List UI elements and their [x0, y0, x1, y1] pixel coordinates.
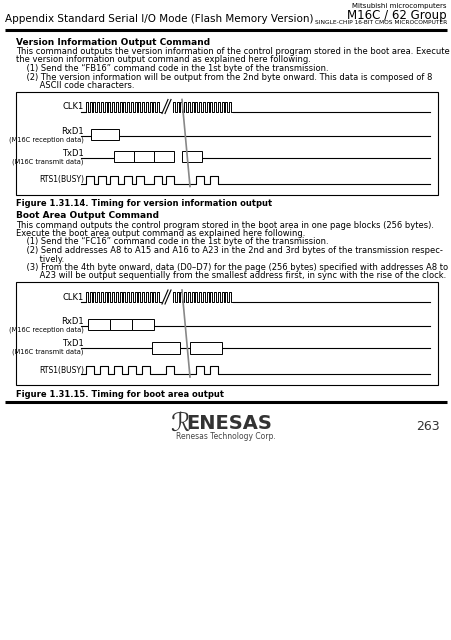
Text: CLK1: CLK1 [63, 102, 84, 111]
Text: data0: data0 [156, 345, 176, 351]
Text: data255: data255 [191, 345, 220, 351]
Text: 'R': 'R' [159, 153, 168, 162]
Text: (M16C transmit data): (M16C transmit data) [13, 158, 84, 164]
Text: TxD1: TxD1 [62, 339, 84, 349]
Bar [91, 129, 119, 140]
Text: TxD1: TxD1 [62, 149, 84, 158]
Bar [16, 282, 437, 385]
Text: Figure 1.31.14. Timing for version information output: Figure 1.31.14. Timing for version infor… [16, 200, 272, 209]
Text: 'X': 'X' [187, 153, 196, 162]
Text: Boot Area Output Command: Boot Area Output Command [16, 211, 159, 221]
Text: Mitsubishi microcomputers: Mitsubishi microcomputers [352, 3, 446, 9]
Text: This command outputs the control program stored in the boot area in one page blo: This command outputs the control program… [16, 221, 433, 230]
Bar [132, 319, 154, 330]
Bar [114, 150, 133, 161]
Text: RxD1: RxD1 [61, 127, 84, 136]
Text: ENESAS: ENESAS [186, 414, 271, 433]
Text: tively.: tively. [16, 255, 64, 264]
Text: 'V': 'V' [119, 153, 129, 162]
Text: (1) Send the “FB16” command code in the 1st byte of the transmission.: (1) Send the “FB16” command code in the … [16, 64, 328, 73]
Text: SINGLE-CHIP 16-BIT CMOS MICROCOMPUTER: SINGLE-CHIP 16-BIT CMOS MICROCOMPUTER [314, 20, 446, 25]
Text: RTS1(BUSY): RTS1(BUSY) [39, 175, 84, 184]
Bar [154, 150, 174, 161]
Text: CLK1: CLK1 [63, 292, 84, 301]
Text: (1) Send the “FC16” command code in the 1st byte of the transmission.: (1) Send the “FC16” command code in the … [16, 237, 328, 246]
Text: A16 to: A16 to [133, 321, 152, 326]
Text: FC₁₆: FC₁₆ [92, 323, 106, 329]
Text: RxD1: RxD1 [61, 317, 84, 326]
Text: Version Information Output Command: Version Information Output Command [16, 38, 210, 47]
Text: A23 will be output sequentially from the smallest address first, in sync with th: A23 will be output sequentially from the… [16, 271, 445, 280]
Bar [16, 92, 437, 195]
Text: Figure 1.31.15. Timing for boot area output: Figure 1.31.15. Timing for boot area out… [16, 390, 224, 399]
Text: RTS1(BUSY): RTS1(BUSY) [39, 365, 84, 374]
Text: ℛ: ℛ [170, 412, 189, 436]
Text: (3) From the 4th byte onward, data (D0–D7) for the page (256 bytes) specified wi: (3) From the 4th byte onward, data (D0–D… [16, 263, 447, 272]
Text: A8 to: A8 to [113, 321, 129, 326]
Text: A15: A15 [115, 326, 126, 332]
Text: 263: 263 [415, 420, 439, 433]
Text: (M16C reception data): (M16C reception data) [9, 136, 84, 143]
Bar [110, 319, 132, 330]
Text: M16C / 62 Group: M16C / 62 Group [347, 9, 446, 22]
Text: 'E': 'E' [139, 153, 148, 162]
Bar [182, 150, 202, 161]
Text: ASCII code characters.: ASCII code characters. [16, 81, 134, 90]
Text: FB₁₆: FB₁₆ [97, 129, 113, 138]
Text: (M16C transmit data): (M16C transmit data) [13, 349, 84, 355]
Text: Renesas Technology Corp.: Renesas Technology Corp. [176, 432, 275, 441]
Bar [189, 342, 221, 354]
Bar [152, 342, 179, 354]
Text: the version information output command as explained here following.: the version information output command a… [16, 56, 310, 65]
Text: This command outputs the version information of the control program stored in th: This command outputs the version informa… [16, 47, 449, 56]
Bar [88, 319, 110, 330]
Bar [133, 150, 154, 161]
Text: (2) Send addresses A8 to A15 and A16 to A23 in the 2nd and 3rd bytes of the tran: (2) Send addresses A8 to A15 and A16 to … [16, 246, 442, 255]
Text: (2) The version information will be output from the 2nd byte onward. This data i: (2) The version information will be outp… [16, 72, 432, 81]
Text: Appendix Standard Serial I/O Mode (Flash Memory Version): Appendix Standard Serial I/O Mode (Flash… [5, 14, 313, 24]
Text: Execute the boot area output command as explained here following.: Execute the boot area output command as … [16, 229, 305, 238]
Text: (M16C reception data): (M16C reception data) [9, 327, 84, 333]
Text: A23: A23 [137, 326, 148, 332]
